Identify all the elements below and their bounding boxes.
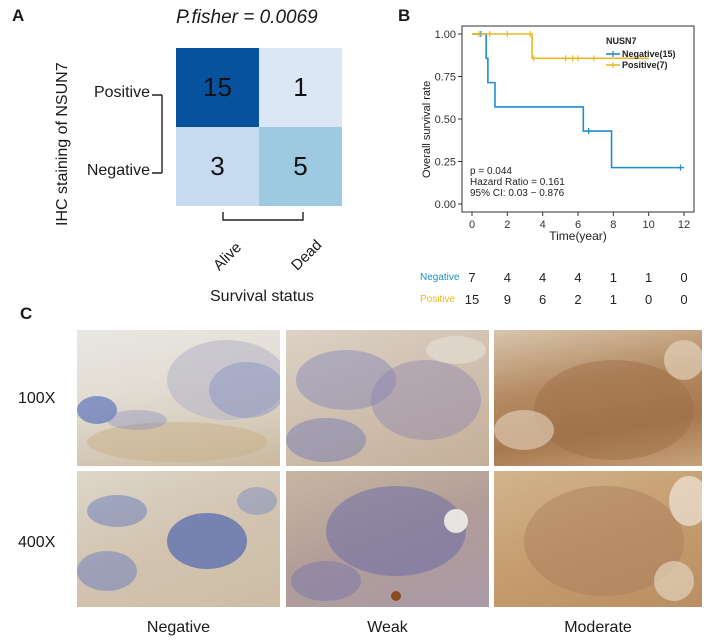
panel-b-letter: B [398,6,411,25]
micrograph-weak-100x [286,330,489,466]
row-label-negative: Negative [86,162,150,179]
risk-count: 9 [503,292,511,307]
km-xlabel: Time(year) [549,229,607,243]
km-curve-positive [472,33,649,60]
micrograph-negative-400x [77,471,280,607]
fisher-pvalue: P.fisher = 0.0069 [176,7,318,28]
micrograph-moderate-400x [494,471,702,607]
risk-count: 1 [609,270,617,285]
risk-count: 1 [645,270,653,285]
mag-label-100x: 100X [18,390,56,407]
x-tick-label: 6 [575,219,581,231]
risk-row-label-positive: Positive [420,294,456,305]
risk-row-label-negative: Negative [420,272,460,283]
y-tick-label: 0.00 [435,199,456,211]
risk-count: 0 [645,292,653,307]
km-curve-negative [472,33,684,169]
heatmap-xlabel: Survival status [210,288,315,305]
risk-count: 6 [539,292,547,307]
heatmap-cell-negative-alive: 3 [176,127,259,206]
risk-count: 15 [464,292,480,307]
panel-a-letter: A [12,6,25,25]
legend-entry: Positive(7) [622,60,668,70]
heatmap-cell-negative-dead: 5 [259,127,342,206]
risk-count: 7 [468,270,476,285]
km-annotation: p = 0.044 [470,166,512,177]
risk-count: 4 [539,270,547,285]
micrograph-negative-100x [77,330,280,466]
col-bracket [222,212,304,221]
y-tick-label: 0.50 [435,114,456,126]
risk-count: 0 [680,270,688,285]
y-tick-label: 0.25 [435,157,456,169]
col-label-negative: Negative [146,619,211,636]
x-tick-label: 8 [610,219,616,231]
x-tick-label: 4 [540,219,546,231]
risk-count: 4 [503,270,511,285]
risk-count: 4 [574,270,582,285]
col-label-dead: Dead [288,236,326,275]
y-tick-label: 0.75 [435,72,456,84]
heatmap-cell-positive-dead: 1 [259,48,342,127]
row-label-positive: Positive [93,84,150,101]
y-tick-label: 1.00 [435,29,456,41]
km-annotation: 95% CI: 0.03 − 0.876 [470,188,565,199]
col-label-alive: Alive [210,239,246,275]
legend-title: NUSN7 [606,36,637,46]
risk-count: 2 [574,292,582,307]
heatmap-cell-positive-alive: 15 [176,48,259,127]
heatmap: 15 1 3 5 [176,48,342,206]
micrograph-weak-400x [286,471,489,607]
x-tick-label: 12 [678,219,690,231]
heatmap-ylabel: IHC staining of NSUN7 [54,62,71,226]
mag-label-400x: 400X [18,534,56,551]
legend-entry: Negative(15) [622,49,676,59]
row-bracket [152,94,163,174]
col-label-weak: Weak [367,619,408,636]
km-annotation: Hazard Ratio = 0.161 [470,177,565,188]
risk-table: Negative 7 4 4 4 1 1 0 Positive 15 9 6 2 1 0 0 [420,270,705,315]
col-label-moderate: Moderate [564,619,632,636]
km-plot: 0.00 0.25 0.50 0.75 1.00 0 2 4 6 8 10 12 Time(year) N… [435,25,695,243]
panel-c-letter: C [20,304,33,323]
x-tick-label: 2 [504,219,510,231]
x-tick-label: 10 [643,219,655,231]
risk-count: 0 [680,292,688,307]
x-tick-label: 0 [469,219,475,231]
risk-count: 1 [609,292,617,307]
micrograph-moderate-100x [494,330,702,466]
